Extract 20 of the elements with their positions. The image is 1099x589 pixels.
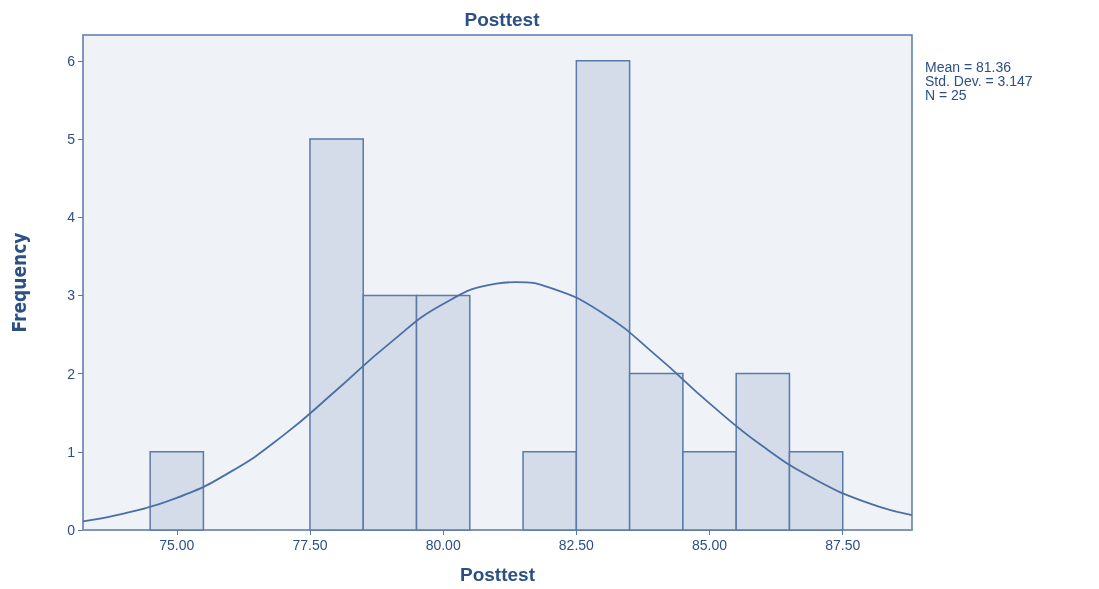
y-tick-label: 1 bbox=[67, 443, 76, 460]
chart-title: Posttest bbox=[464, 9, 541, 30]
y-tick-label: 6 bbox=[67, 52, 76, 69]
text: Std. Dev. = 3.147 bbox=[925, 73, 1033, 89]
y-tick-label: 2 bbox=[67, 365, 76, 382]
x-tick-label: 82.50 bbox=[558, 537, 595, 553]
y-tick-label: 4 bbox=[67, 209, 76, 226]
x-tick-label: 85.00 bbox=[692, 537, 728, 553]
x-tick-label: 77.50 bbox=[292, 537, 328, 553]
text: Mean = 81.36 bbox=[925, 59, 1012, 75]
x-tick-label: 80.00 bbox=[425, 537, 461, 553]
x-tick-label: 75.00 bbox=[159, 537, 195, 553]
text: N = 25 bbox=[925, 87, 967, 103]
y-tick-label: 0 bbox=[67, 522, 76, 538]
y-tick-label: 3 bbox=[67, 287, 76, 304]
x-axis-title: Posttest bbox=[460, 564, 536, 585]
x-tick-label: 87.50 bbox=[825, 537, 861, 553]
y-axis-title: Frequency bbox=[7, 232, 30, 333]
line-series bbox=[82, 281, 913, 523]
y-tick-label: 5 bbox=[67, 131, 76, 147]
